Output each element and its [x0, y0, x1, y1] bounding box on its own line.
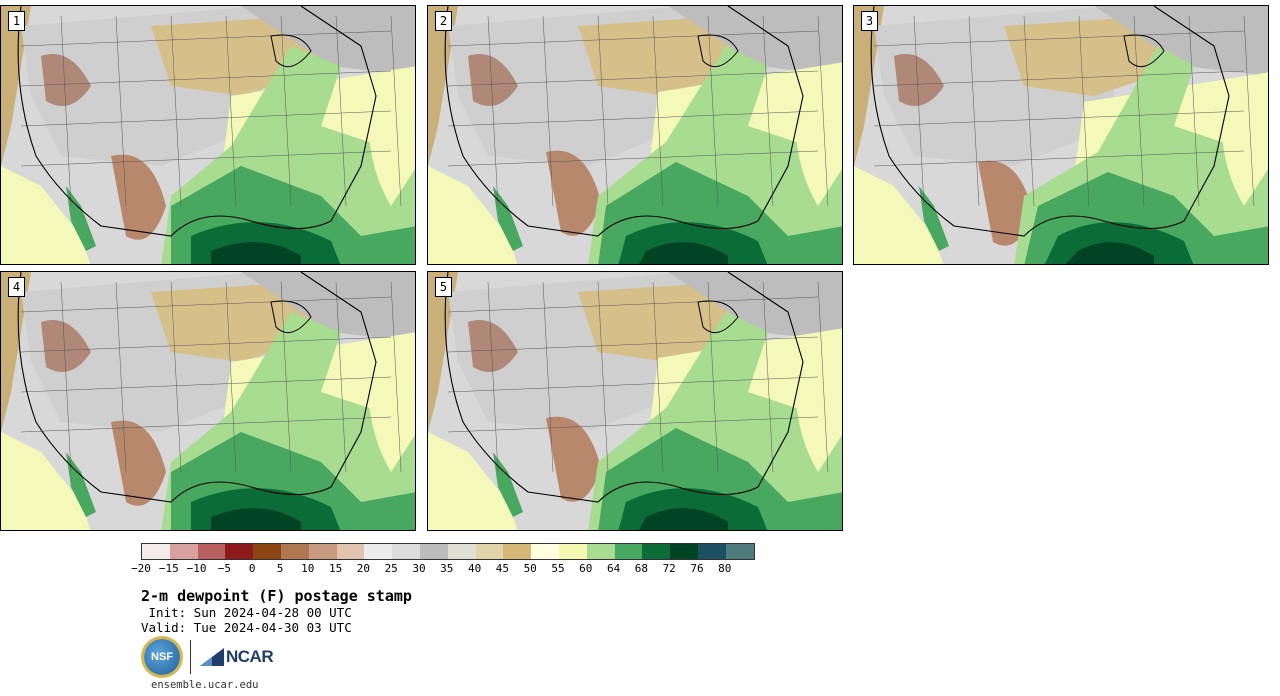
colorbar-swatch — [697, 544, 726, 559]
colorbar-swatch — [503, 544, 532, 559]
logo-separator — [190, 640, 191, 674]
panel-label: 2 — [435, 11, 452, 31]
logos: NSF NCAR — [144, 637, 274, 677]
panel-label: 1 — [8, 11, 25, 31]
colorbar-tick-label: 40 — [467, 562, 482, 575]
colorbar-tick-label: 20 — [356, 562, 371, 575]
colorbar-tick-label: 0 — [248, 562, 256, 575]
ncar-mark-icon — [200, 648, 224, 666]
panel-label: 4 — [8, 277, 25, 297]
site-url: ensemble.ucar.edu — [151, 679, 259, 691]
nsf-logo: NSF — [144, 639, 180, 675]
colorbar-swatch — [197, 544, 226, 559]
colorbar-swatch — [280, 544, 309, 559]
colorbar-tick-label: 60 — [579, 562, 593, 575]
map-panel-2: 2 — [427, 5, 843, 265]
colorbar-tick-label: 10 — [301, 562, 315, 575]
ncar-logo: NCAR — [200, 647, 274, 667]
colorbar-swatch — [308, 544, 337, 559]
colorbar-swatch — [336, 544, 365, 559]
panel-label: 5 — [435, 277, 452, 297]
colorbar — [141, 543, 755, 560]
colorbar-tick-label: 5 — [276, 562, 284, 575]
dewpoint-map — [1, 272, 415, 530]
colorbar-tick-label: −20 — [131, 562, 151, 575]
colorbar-tick-label: −10 — [186, 562, 207, 575]
map-panel-5: 5 — [427, 271, 843, 531]
colorbar-swatch — [475, 544, 504, 559]
colorbar-swatch — [642, 544, 671, 559]
colorbar-ticks: −20 −15 −10 −5 0 5 10 15 20 25 30 35 40 45 50 55 60 64 68 7… — [0, 562, 1280, 578]
colorbar-swatch — [586, 544, 615, 559]
colorbar-swatch — [725, 544, 754, 559]
colorbar-swatch — [447, 544, 476, 559]
init-time: Init: Sun 2024-04-28 00 UTC — [141, 605, 352, 620]
colorbar-tick-label: 50 — [523, 562, 537, 575]
colorbar-swatch — [531, 544, 559, 559]
colorbar-tick-label: 55 — [551, 562, 565, 575]
dewpoint-map — [854, 6, 1268, 264]
colorbar-swatch — [392, 544, 420, 559]
colorbar-swatch — [225, 544, 254, 559]
colorbar-swatch — [670, 544, 698, 559]
dewpoint-map — [428, 6, 842, 264]
map-panel-3: 3 — [853, 5, 1269, 265]
colorbar-tick-label: 25 — [384, 562, 398, 575]
colorbar-tick-label: 76 — [690, 562, 704, 575]
colorbar-swatch — [142, 544, 170, 559]
colorbar-swatch — [614, 544, 643, 559]
colorbar-tick-label: 35 — [440, 562, 454, 575]
colorbar-tick-label: 15 — [328, 562, 343, 575]
map-panel-1: 1 — [0, 5, 416, 265]
colorbar-swatch — [558, 544, 587, 559]
panel-label: 3 — [861, 11, 878, 31]
colorbar-swatch — [169, 544, 198, 559]
colorbar-swatch — [364, 544, 393, 559]
dewpoint-map — [428, 272, 842, 530]
colorbar-tick-label: −15 — [158, 562, 179, 575]
map-panel-4: 4 — [0, 271, 416, 531]
colorbar-tick-label: 45 — [495, 562, 510, 575]
valid-time: Valid: Tue 2024-04-30 03 UTC — [141, 620, 352, 635]
colorbar-tick-label: 80 — [718, 562, 732, 575]
colorbar-swatch — [419, 544, 448, 559]
colorbar-swatch — [253, 544, 281, 559]
colorbar-tick-label: 64 — [606, 562, 621, 575]
colorbar-tick-label: 30 — [412, 562, 426, 575]
figure-title: 2-m dewpoint (F) postage stamp — [141, 587, 412, 605]
colorbar-tick-label: 72 — [662, 562, 676, 575]
colorbar-tick-label: 68 — [634, 562, 649, 575]
dewpoint-map — [1, 6, 415, 264]
colorbar-tick-label: −5 — [217, 562, 232, 575]
